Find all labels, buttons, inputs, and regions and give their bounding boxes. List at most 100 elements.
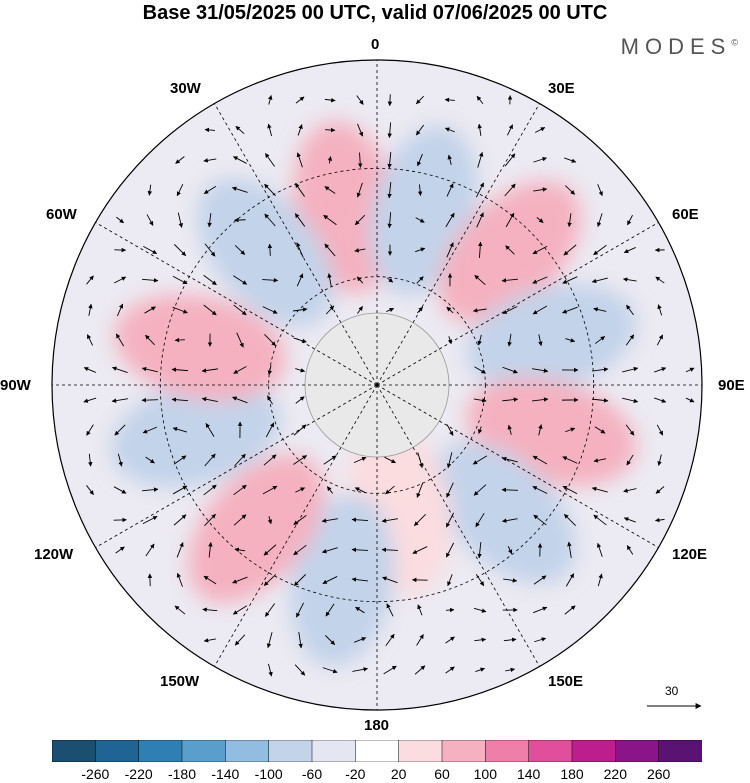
wind-vector bbox=[597, 573, 603, 587]
wind-vector bbox=[564, 514, 576, 526]
colorbar-bin bbox=[311, 740, 357, 762]
wind-vector bbox=[324, 243, 336, 257]
wind-vector bbox=[625, 334, 635, 346]
wind-vector bbox=[144, 306, 156, 314]
wind-vector bbox=[263, 574, 277, 586]
wind-vector bbox=[565, 427, 576, 433]
wind-vector bbox=[623, 247, 636, 253]
wind-vector bbox=[353, 456, 367, 464]
wind-vector bbox=[205, 423, 215, 437]
wind-vector bbox=[592, 367, 609, 372]
wind-vector bbox=[507, 546, 513, 555]
wind-vector bbox=[627, 214, 633, 226]
colorbar-bin bbox=[658, 740, 702, 762]
wind-vector bbox=[294, 664, 306, 676]
wind-vector bbox=[562, 276, 578, 284]
wind-vector bbox=[234, 634, 246, 646]
wind-vector bbox=[654, 367, 667, 373]
wind-vector bbox=[267, 123, 273, 137]
wind-vector bbox=[502, 306, 518, 314]
wind-vector bbox=[357, 306, 363, 314]
wind-vector bbox=[293, 515, 307, 525]
wind-vector bbox=[477, 541, 482, 559]
wind-vector bbox=[591, 277, 608, 284]
wind-vector bbox=[171, 397, 189, 402]
wind-vector bbox=[475, 512, 485, 528]
wind-vector bbox=[267, 395, 273, 405]
wind-vector bbox=[382, 576, 398, 584]
wind-vector bbox=[325, 127, 336, 133]
wind-vector bbox=[173, 244, 187, 256]
colorbar-bin bbox=[615, 740, 660, 762]
wind-vector bbox=[501, 278, 519, 283]
wind-vector bbox=[387, 212, 392, 229]
wind-vector bbox=[88, 303, 93, 316]
wind-vector bbox=[351, 577, 368, 582]
wind-vector bbox=[173, 514, 187, 526]
wind-vector bbox=[324, 186, 336, 194]
wind-vector bbox=[533, 187, 548, 192]
wind-vector bbox=[325, 305, 335, 315]
wind-vector bbox=[174, 337, 185, 343]
colorbar bbox=[52, 740, 702, 762]
meridian-line bbox=[95, 384, 378, 548]
wind-vector bbox=[83, 397, 97, 403]
wind-vector bbox=[351, 517, 369, 522]
wind-vector bbox=[446, 306, 454, 314]
wind-vector bbox=[111, 398, 128, 403]
wind-vector bbox=[655, 486, 665, 494]
wind-vector bbox=[296, 602, 304, 618]
meridian-line bbox=[376, 384, 540, 667]
colorbar-label: 60 bbox=[434, 766, 450, 782]
colorbar-label: -140 bbox=[211, 766, 240, 782]
wind-vector bbox=[538, 334, 543, 347]
wind-vector bbox=[142, 426, 158, 434]
wind-vectors bbox=[83, 94, 695, 677]
wind-vector bbox=[655, 276, 665, 284]
wind-vector bbox=[203, 304, 217, 316]
wind-vector bbox=[142, 515, 158, 525]
wind-vector bbox=[265, 153, 275, 167]
wind-vector bbox=[534, 637, 547, 643]
lon-label-120w: 120W bbox=[34, 546, 74, 563]
wind-vector bbox=[176, 572, 183, 587]
wind-vector bbox=[203, 484, 217, 496]
wind-vector bbox=[298, 632, 303, 649]
lon-label-180: 180 bbox=[364, 717, 390, 734]
wind-vector bbox=[172, 426, 188, 433]
wind-vector bbox=[596, 542, 603, 557]
wind-vector bbox=[321, 547, 338, 554]
wind-vector bbox=[263, 454, 277, 466]
wind-vector bbox=[268, 663, 273, 677]
colorbar-label: -60 bbox=[301, 766, 323, 782]
wind-vector bbox=[594, 336, 606, 344]
wind-vector bbox=[625, 424, 635, 436]
colorbar-label: 260 bbox=[646, 766, 671, 782]
wind-vector bbox=[596, 213, 603, 228]
wind-vector bbox=[294, 213, 306, 227]
wind-vector bbox=[446, 452, 453, 469]
wind-vector bbox=[626, 545, 634, 555]
wind-vector bbox=[323, 214, 337, 226]
wind-vector bbox=[234, 245, 246, 255]
wind-vector bbox=[324, 635, 336, 645]
wind-vector bbox=[203, 186, 217, 194]
wind-vector bbox=[504, 183, 516, 197]
wind-vector bbox=[564, 605, 576, 615]
wind-vector bbox=[564, 157, 577, 163]
colorbar-label: 220 bbox=[603, 766, 628, 782]
wind-vector bbox=[233, 156, 247, 164]
wind-vector bbox=[204, 127, 216, 133]
colorbar-label: 180 bbox=[560, 766, 584, 782]
wind-vector bbox=[232, 605, 248, 615]
wind-vector bbox=[267, 516, 273, 525]
wind-vector bbox=[654, 517, 665, 523]
wind-vector bbox=[533, 156, 547, 163]
anomaly-contour bbox=[188, 454, 325, 604]
wind-vector bbox=[593, 458, 607, 463]
wind-vector bbox=[623, 488, 637, 493]
wind-vector bbox=[533, 575, 547, 585]
wind-vector bbox=[381, 547, 399, 553]
colorbar-bin bbox=[268, 740, 313, 762]
wind-vector bbox=[267, 365, 273, 376]
